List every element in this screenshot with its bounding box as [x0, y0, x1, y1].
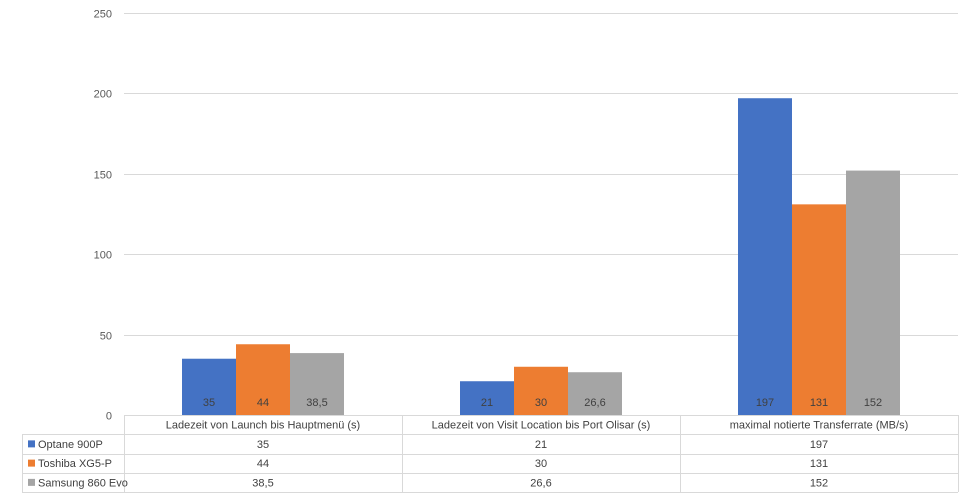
category-label: Ladezeit von Visit Location bis Port Oli… — [432, 420, 651, 432]
bar — [290, 353, 344, 415]
bar — [568, 372, 622, 415]
table-cell: 35 — [257, 439, 269, 451]
data-label: 38,5 — [306, 397, 327, 409]
y-tick-label: 150 — [94, 170, 112, 182]
bar — [792, 204, 846, 415]
legend-entry: Optane 900P — [38, 439, 103, 451]
data-label: 30 — [535, 397, 547, 409]
bar — [514, 366, 568, 415]
legend-entry: Samsung 860 Evo — [38, 477, 128, 489]
category-label: Ladezeit von Launch bis Hauptmenü (s) — [166, 420, 360, 432]
y-tick-label: 100 — [94, 250, 112, 262]
y-tick-label: 200 — [94, 89, 112, 101]
table-cell: 197 — [810, 439, 828, 451]
legend-swatch — [28, 478, 35, 486]
data-label: 21 — [481, 397, 493, 409]
data-labels: 35 44 38,5 21 30 26,6 197 131 152 — [203, 397, 882, 409]
table-cell: 131 — [810, 458, 828, 470]
data-label: 197 — [756, 397, 774, 409]
legend-entry: Toshiba XG5-P — [38, 458, 112, 470]
bar — [182, 358, 236, 415]
category-label: maximal notierte Transferrate (MB/s) — [730, 420, 909, 432]
bar — [236, 344, 290, 415]
table-cell: 38,5 — [252, 477, 273, 489]
legend-swatch — [28, 440, 35, 448]
y-tick-label: 250 — [94, 9, 112, 21]
bar — [738, 98, 792, 415]
legend-swatch — [28, 459, 35, 467]
table-cell: 21 — [535, 439, 547, 451]
data-table: Ladezeit von Launch bis Hauptmenü (s) Lad… — [22, 415, 959, 493]
data-label: 152 — [864, 397, 882, 409]
data-label: 26,6 — [584, 397, 605, 409]
data-label: 35 — [203, 397, 215, 409]
bar — [846, 170, 900, 415]
table-cell: 44 — [257, 458, 269, 470]
data-label: 131 — [810, 397, 828, 409]
y-tick-label: 0 — [106, 411, 112, 423]
table-cell: 152 — [810, 477, 828, 489]
table-cell: 30 — [535, 458, 547, 470]
table-cell: 26,6 — [530, 477, 551, 489]
data-label: 44 — [257, 397, 269, 409]
bars — [182, 98, 900, 415]
y-axis-ticks: 0 50 100 150 200 250 — [94, 9, 112, 423]
y-tick-label: 50 — [100, 331, 112, 343]
bar — [460, 381, 514, 415]
